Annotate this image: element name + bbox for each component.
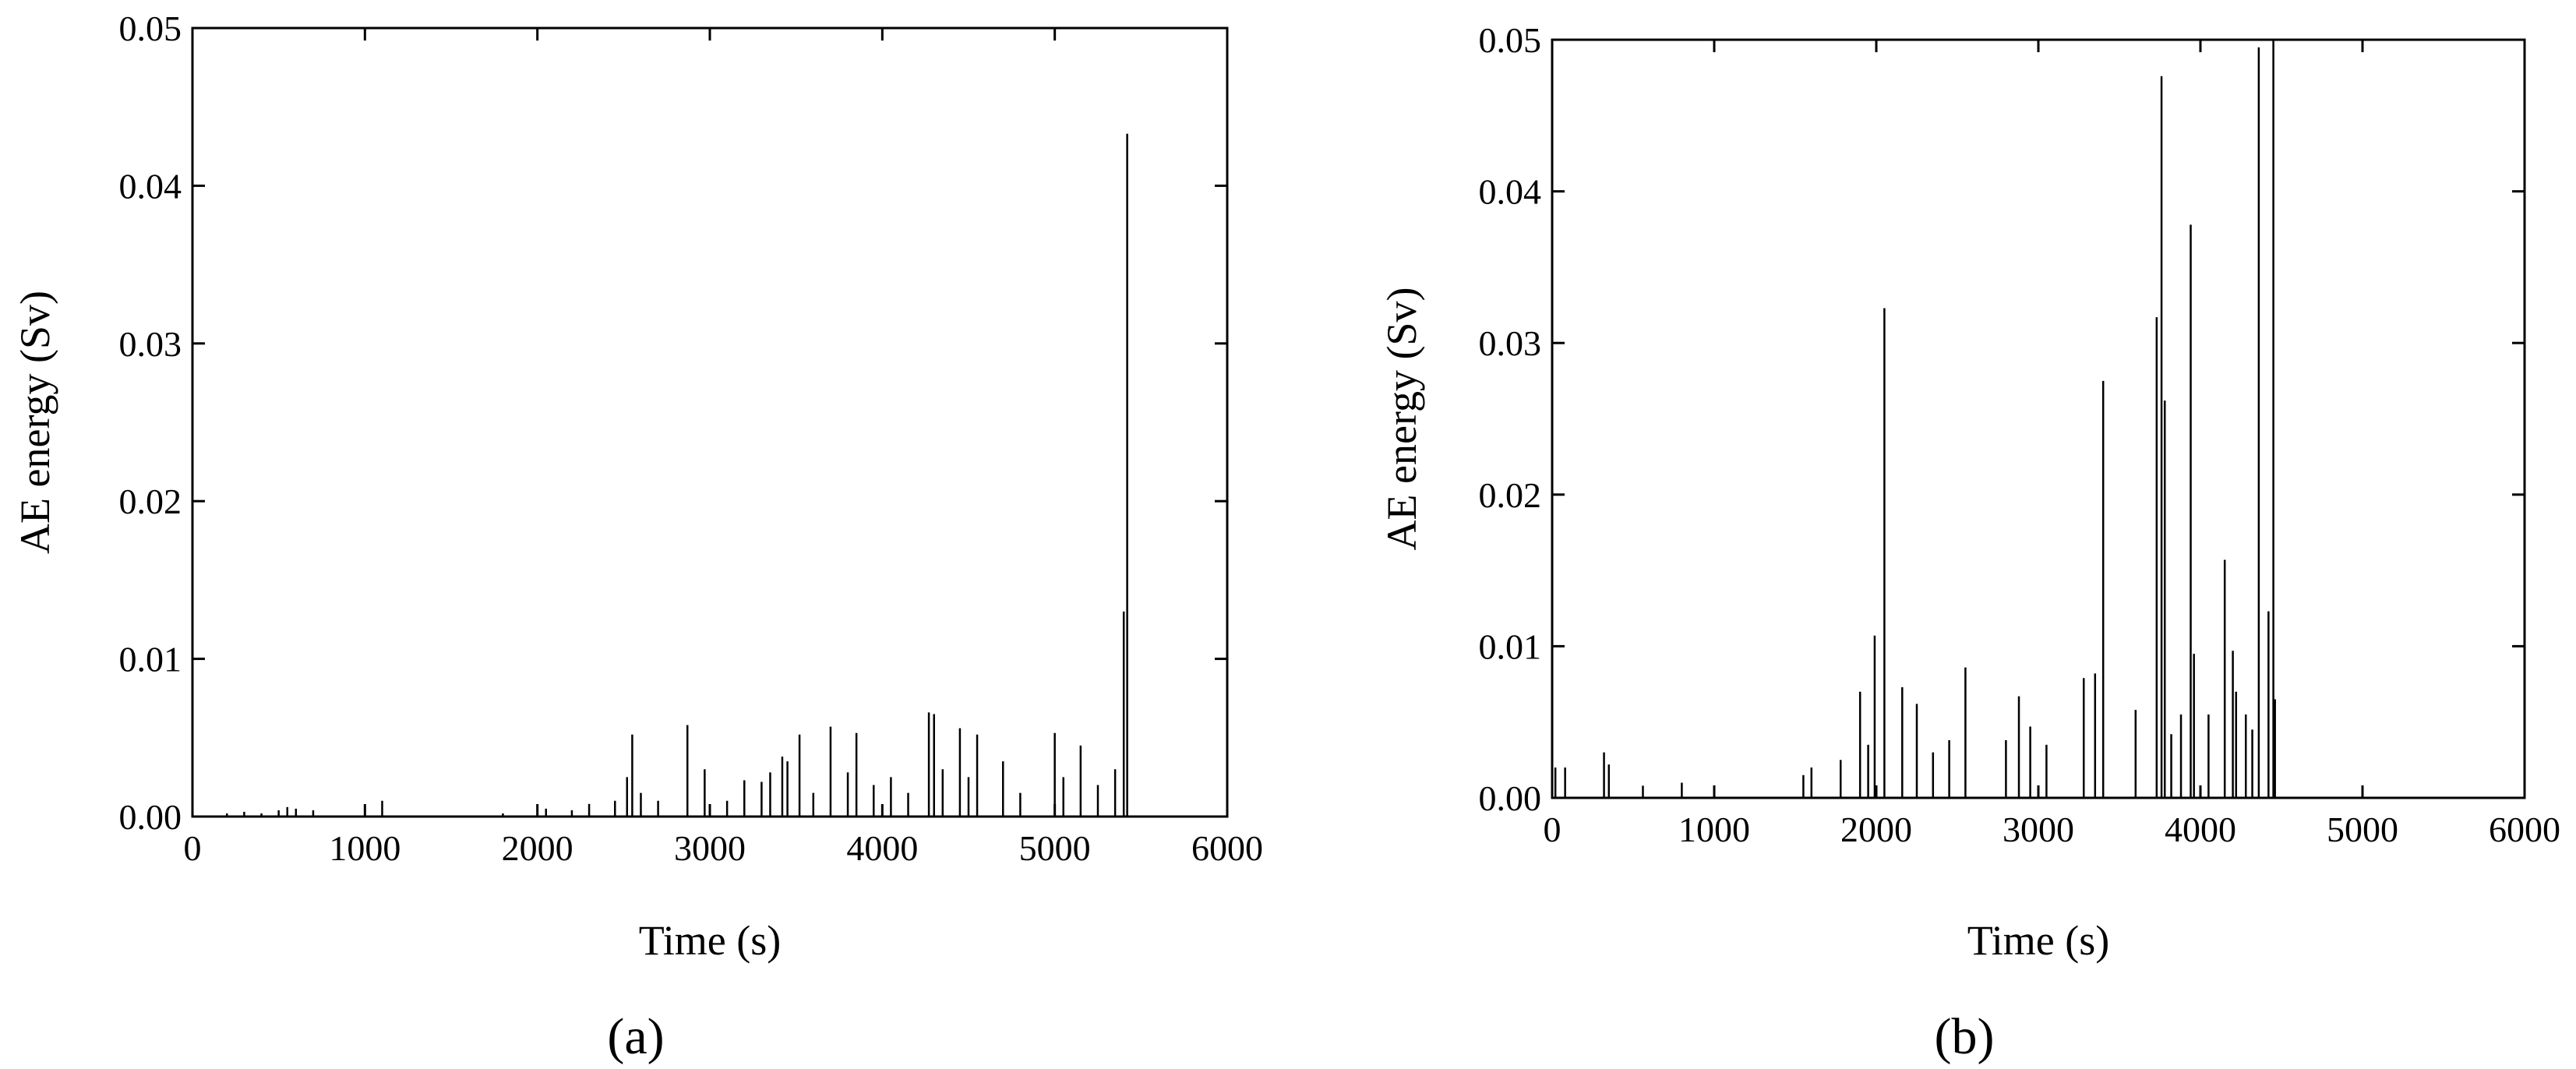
- x-axis-title: Time (s): [639, 917, 782, 964]
- x-tick-label: 6000: [1191, 828, 1263, 868]
- x-tick-label: 4000: [2165, 810, 2236, 849]
- y-tick-label: 0.04: [119, 166, 182, 206]
- y-tick-label: 0.05: [1479, 20, 1542, 60]
- y-tick-label: 0.01: [1479, 626, 1542, 666]
- y-tick-label: 0.02: [119, 482, 182, 521]
- y-axis-title: AE energy (Sv): [12, 291, 58, 554]
- panel-label: (b): [1935, 1008, 1995, 1065]
- x-tick-label: 2000: [502, 828, 573, 868]
- panel-label: (a): [607, 1008, 664, 1065]
- x-tick-label: 1000: [1678, 810, 1750, 849]
- y-tick-label: 0.01: [119, 640, 182, 679]
- x-tick-label: 3000: [674, 828, 746, 868]
- y-tick-label: 0.00: [119, 797, 182, 837]
- x-tick-label: 0: [1544, 810, 1561, 849]
- x-tick-label: 6000: [2489, 810, 2560, 849]
- x-tick-label: 0: [184, 828, 202, 868]
- y-tick-label: 0.04: [1479, 172, 1542, 212]
- x-tick-label: 3000: [2003, 810, 2074, 849]
- y-tick-label: 0.02: [1479, 475, 1542, 515]
- x-tick-label: 4000: [846, 828, 918, 868]
- plot-frame: [1551, 38, 2526, 799]
- x-axis-title: Time (s): [1967, 917, 2110, 964]
- y-tick-label: 0.00: [1479, 778, 1542, 818]
- y-tick-label: 0.05: [119, 9, 182, 48]
- y-tick-label: 0.03: [1479, 323, 1542, 363]
- y-axis-title: AE energy (Sv): [1378, 288, 1425, 551]
- y-tick-label: 0.03: [119, 324, 182, 364]
- x-tick-label: 5000: [2327, 810, 2398, 849]
- x-tick-label: 1000: [329, 828, 401, 868]
- plot-frame: [191, 26, 1229, 818]
- x-tick-label: 2000: [1840, 810, 1912, 849]
- x-tick-label: 5000: [1019, 828, 1091, 868]
